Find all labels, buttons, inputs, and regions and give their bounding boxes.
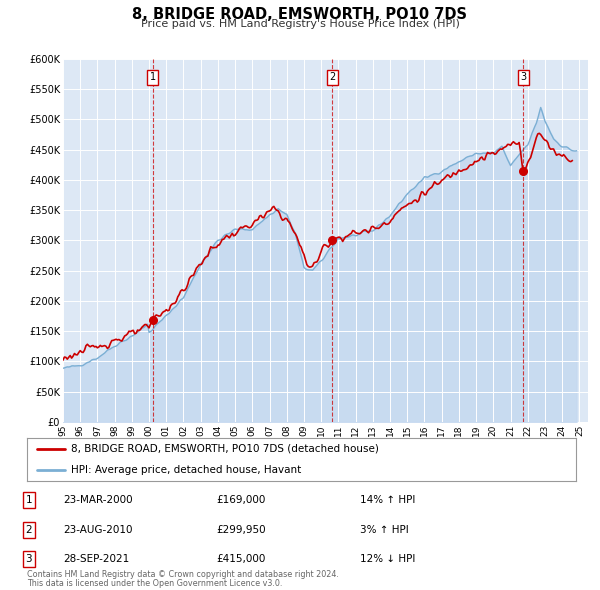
Text: 2: 2	[25, 525, 32, 535]
Text: £169,000: £169,000	[216, 496, 265, 505]
Text: 3: 3	[520, 72, 526, 82]
Text: 8, BRIDGE ROAD, EMSWORTH, PO10 7DS: 8, BRIDGE ROAD, EMSWORTH, PO10 7DS	[133, 7, 467, 22]
Text: 14% ↑ HPI: 14% ↑ HPI	[360, 496, 415, 505]
Text: Price paid vs. HM Land Registry's House Price Index (HPI): Price paid vs. HM Land Registry's House …	[140, 19, 460, 30]
Text: 23-AUG-2010: 23-AUG-2010	[63, 525, 133, 535]
Text: 1: 1	[25, 496, 32, 505]
Text: 28-SEP-2021: 28-SEP-2021	[63, 555, 129, 564]
Text: 23-MAR-2000: 23-MAR-2000	[63, 496, 133, 505]
Text: 8, BRIDGE ROAD, EMSWORTH, PO10 7DS (detached house): 8, BRIDGE ROAD, EMSWORTH, PO10 7DS (deta…	[71, 444, 379, 454]
Text: £299,950: £299,950	[216, 525, 266, 535]
Text: Contains HM Land Registry data © Crown copyright and database right 2024.: Contains HM Land Registry data © Crown c…	[27, 571, 339, 579]
Text: This data is licensed under the Open Government Licence v3.0.: This data is licensed under the Open Gov…	[27, 579, 283, 588]
Text: £415,000: £415,000	[216, 555, 265, 564]
Text: 1: 1	[150, 72, 156, 82]
Text: 2: 2	[329, 72, 335, 82]
Text: 3% ↑ HPI: 3% ↑ HPI	[360, 525, 409, 535]
Text: 3: 3	[25, 555, 32, 564]
Text: 12% ↓ HPI: 12% ↓ HPI	[360, 555, 415, 564]
Text: HPI: Average price, detached house, Havant: HPI: Average price, detached house, Hava…	[71, 466, 301, 475]
